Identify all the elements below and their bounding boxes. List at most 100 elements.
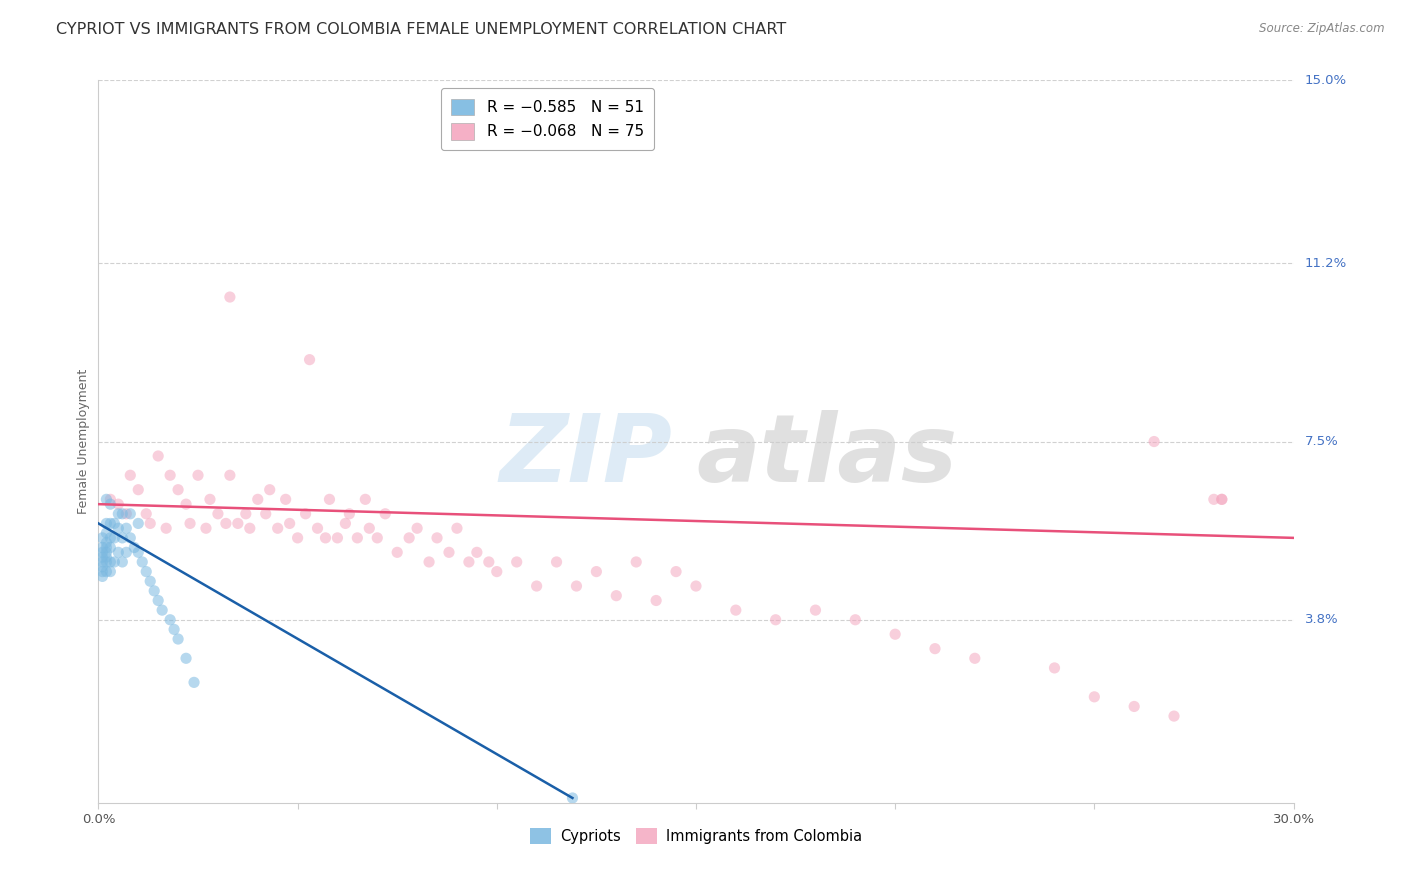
Y-axis label: Female Unemployment: Female Unemployment (77, 369, 90, 514)
Point (398, 531, 420, 545)
Point (96, 526, 118, 541)
Point (96, 555, 118, 569)
Point (127, 545, 149, 559)
Point (963, 651, 986, 665)
Point (96, 516, 118, 531)
Point (287, 531, 309, 545)
Point (215, 516, 238, 531)
Point (924, 641, 946, 656)
Point (98, 516, 122, 531)
Point (585, 565, 607, 579)
Point (335, 516, 357, 531)
Point (115, 521, 138, 535)
Point (143, 583, 166, 598)
Point (374, 507, 396, 521)
Point (195, 521, 218, 535)
Point (98, 541, 122, 555)
Point (148, 593, 170, 607)
Point (465, 545, 488, 559)
Point (326, 531, 349, 545)
Point (274, 492, 297, 507)
Point (626, 555, 648, 569)
Point (91, 531, 114, 545)
Point (359, 521, 381, 535)
Point (1163, 709, 1185, 723)
Point (219, 290, 242, 304)
Point (107, 521, 129, 535)
Point (605, 589, 627, 603)
Point (120, 531, 142, 545)
Point (645, 593, 668, 607)
Point (307, 521, 329, 535)
Text: Source: ZipAtlas.com: Source: ZipAtlas.com (1260, 22, 1385, 36)
Point (259, 483, 281, 497)
Point (1211, 492, 1233, 507)
Point (115, 507, 138, 521)
Point (111, 555, 134, 569)
Point (385, 545, 409, 559)
Point (546, 555, 568, 569)
Point (91, 559, 114, 574)
Point (1123, 699, 1146, 714)
Point (103, 531, 125, 545)
Point (446, 521, 468, 535)
Point (120, 468, 142, 483)
Point (98, 492, 122, 507)
Point (561, 791, 583, 805)
Point (91, 541, 114, 555)
Point (235, 507, 257, 521)
Point (254, 507, 277, 521)
Point (107, 507, 129, 521)
Point (91, 569, 114, 583)
Point (91, 550, 114, 565)
Point (315, 531, 337, 545)
Point (685, 579, 707, 593)
Point (418, 555, 440, 569)
Point (155, 521, 177, 535)
Point (98, 531, 122, 545)
Point (485, 565, 508, 579)
Point (120, 507, 142, 521)
Point (91, 555, 114, 569)
Text: 7.5%: 7.5% (1305, 435, 1339, 448)
Point (298, 352, 321, 367)
Point (765, 613, 787, 627)
Text: atlas: atlas (696, 410, 957, 502)
Point (159, 468, 181, 483)
Text: 15.0%: 15.0% (1305, 74, 1347, 87)
Point (98, 497, 122, 511)
Point (458, 555, 481, 569)
Text: ZIP: ZIP (499, 410, 672, 502)
Point (115, 545, 138, 559)
Point (1043, 661, 1066, 675)
Point (179, 516, 201, 531)
Point (96, 492, 118, 507)
Point (478, 555, 501, 569)
Point (318, 492, 340, 507)
Point (426, 531, 449, 545)
Point (844, 613, 866, 627)
Point (139, 574, 162, 589)
Point (665, 565, 688, 579)
Point (98, 555, 122, 569)
Legend: Cypriots, Immigrants from Colombia: Cypriots, Immigrants from Colombia (524, 822, 868, 850)
Point (135, 565, 157, 579)
Text: 3.8%: 3.8% (1305, 614, 1339, 626)
Point (163, 623, 186, 637)
Text: 11.2%: 11.2% (1305, 257, 1347, 269)
Point (183, 675, 205, 690)
Point (198, 492, 221, 507)
Point (107, 497, 129, 511)
Point (437, 545, 460, 559)
Point (339, 507, 361, 521)
Point (91, 545, 114, 559)
Point (91, 565, 114, 579)
Point (1083, 690, 1105, 704)
Point (565, 579, 588, 593)
Point (207, 507, 229, 521)
Point (135, 507, 157, 521)
Point (526, 579, 548, 593)
Point (294, 507, 316, 521)
Point (724, 603, 747, 617)
Point (506, 555, 529, 569)
